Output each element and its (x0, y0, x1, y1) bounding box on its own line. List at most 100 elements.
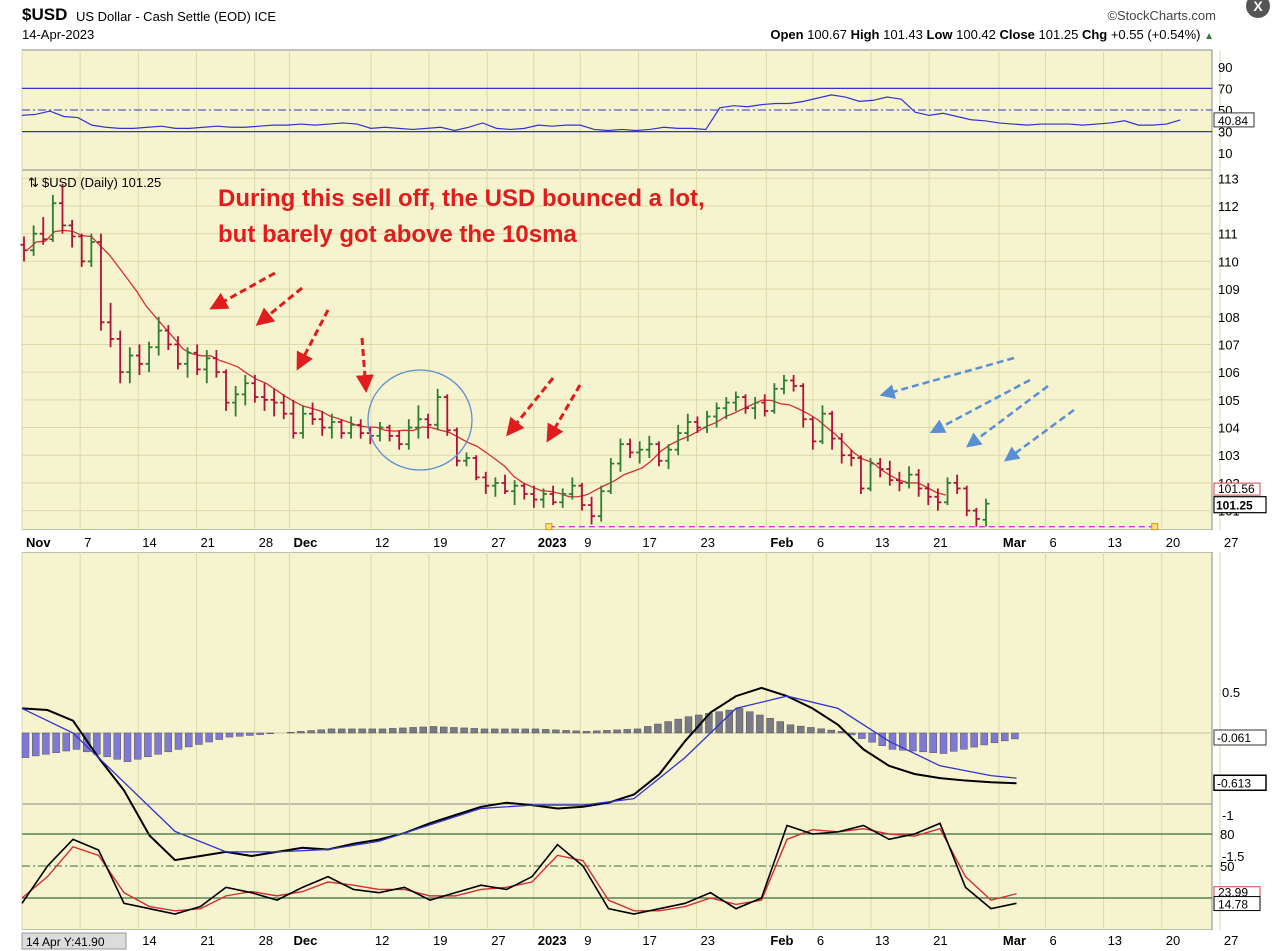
macd-histogram-bar (215, 732, 224, 740)
price-bar (203, 350, 211, 384)
date-tick-label: 14 (142, 535, 156, 550)
price-bar (693, 416, 701, 434)
price-bar (559, 488, 567, 508)
price-bar (261, 383, 268, 411)
support-start-marker (545, 523, 553, 531)
macd-histogram-bar (287, 731, 295, 734)
rsi-y-tick: 90 (1218, 60, 1232, 75)
red-arrow (355, 337, 374, 393)
price-bar (953, 474, 961, 494)
blue-arrow (966, 385, 1049, 448)
bottom-date-tick-label: 21 (200, 933, 214, 948)
macd-histogram-bar (970, 732, 978, 748)
price-bar (405, 419, 413, 450)
bottom-date-tick-label: Feb (770, 933, 793, 948)
stoch-y-tick: 80 (1220, 827, 1234, 842)
price-bar (491, 477, 499, 497)
macd-histogram-box (1213, 729, 1267, 746)
rsi-y-tick: 30 (1218, 125, 1232, 140)
price-bar (780, 374, 788, 395)
macd-y-tick: -1.5 (1222, 849, 1244, 864)
price-bar (684, 413, 692, 442)
price-bar (386, 424, 394, 442)
price-bar (222, 369, 230, 411)
date-readout-label: 14 Apr Y:41.90 (26, 935, 105, 949)
macd-histogram-bar (144, 732, 152, 757)
bottom-date-tick-label: 19 (433, 933, 447, 948)
macd-histogram-bar (899, 732, 907, 751)
price-bar (645, 435, 653, 458)
price-y-tick: 105 (1218, 393, 1240, 408)
macd-histogram-bar (42, 732, 50, 755)
rsi-y-tick: 10 (1218, 146, 1232, 161)
price-bar (107, 302, 115, 348)
open-value: 100.67 (807, 27, 847, 42)
macd-histogram-bar (929, 732, 937, 753)
ohlc-summary: Open 100.67 High 101.43 Low 100.42 Close… (770, 27, 1214, 42)
macd-histogram-bar (725, 709, 733, 734)
date-readout-box (21, 932, 127, 950)
price-bar (838, 433, 846, 464)
price-bar (78, 233, 86, 267)
high-value: 101.43 (883, 27, 923, 42)
price-bar (607, 458, 615, 494)
price-bar (472, 455, 480, 481)
price-bar (867, 458, 875, 492)
price-bar (309, 402, 317, 425)
last-price-box (1213, 496, 1267, 514)
macd-histogram-bar (613, 729, 621, 734)
price-y-tick: 110 (1218, 254, 1239, 269)
macd-histogram-bar (960, 732, 968, 750)
macd-histogram-bar (52, 732, 60, 753)
date-tick-label: 17 (642, 535, 656, 550)
price-bar (616, 438, 624, 472)
date-tick-label: Feb (770, 535, 793, 550)
price-y-tick: 103 (1218, 448, 1240, 463)
macd-histogram-bar (511, 728, 519, 734)
bottom-date-tick-label: 13 (1108, 933, 1122, 948)
price-bar (539, 488, 547, 508)
macd-histogram-bar (32, 732, 40, 757)
symbol-title: $USD (22, 5, 68, 24)
chg-up-icon: ▲ (1204, 31, 1214, 42)
price-bar (434, 388, 442, 431)
date-axis-strip (0, 530, 1272, 552)
macd-macd-line (21, 686, 1017, 862)
macd-histogram-bar (368, 728, 376, 734)
macd-histogram-bar (766, 718, 774, 734)
price-bar (742, 394, 749, 414)
macd-histogram-bar (317, 729, 325, 734)
macd-histogram-bar (501, 728, 509, 734)
macd-histogram-bar (582, 731, 591, 734)
price-bar (857, 455, 865, 494)
macd-histogram-bar (521, 728, 529, 734)
price-bar (732, 391, 740, 411)
annotation-text-line2: but barely got above the 10sma (218, 221, 577, 248)
close-icon[interactable]: X (1246, 0, 1270, 18)
bottom-date-tick-label: 21 (933, 933, 947, 948)
price-bar (895, 471, 903, 492)
sma-value-box (1213, 482, 1261, 496)
red-arrow (209, 271, 276, 310)
macd-histogram-bar (1001, 732, 1009, 742)
date-tick-label: 13 (875, 535, 889, 550)
macd-value-box (1213, 774, 1267, 792)
price-bar (722, 397, 730, 420)
macd-y-tick: -1 (1222, 808, 1234, 823)
price-y-tick: 112 (1218, 199, 1239, 214)
price-bar (963, 485, 971, 517)
macd-histogram-bar (297, 731, 305, 734)
date-tick-label: 21 (200, 535, 214, 550)
price-bar (713, 402, 721, 428)
price-legend-icon: ⇅ (28, 175, 39, 190)
macd-histogram-bar (440, 726, 448, 734)
bottom-date-tick-label: 27 (491, 933, 505, 948)
price-bar (809, 416, 817, 450)
price-bar (68, 219, 76, 248)
date-tick-label: 20 (1166, 535, 1180, 550)
chart-header: $USD US Dollar - Cash Settle (EOD) ICE 1… (0, 0, 1272, 50)
macd-histogram-bar (950, 732, 958, 752)
date-tick-label: 28 (259, 535, 273, 550)
blue-arrow (1003, 408, 1075, 462)
price-bar (39, 217, 47, 245)
